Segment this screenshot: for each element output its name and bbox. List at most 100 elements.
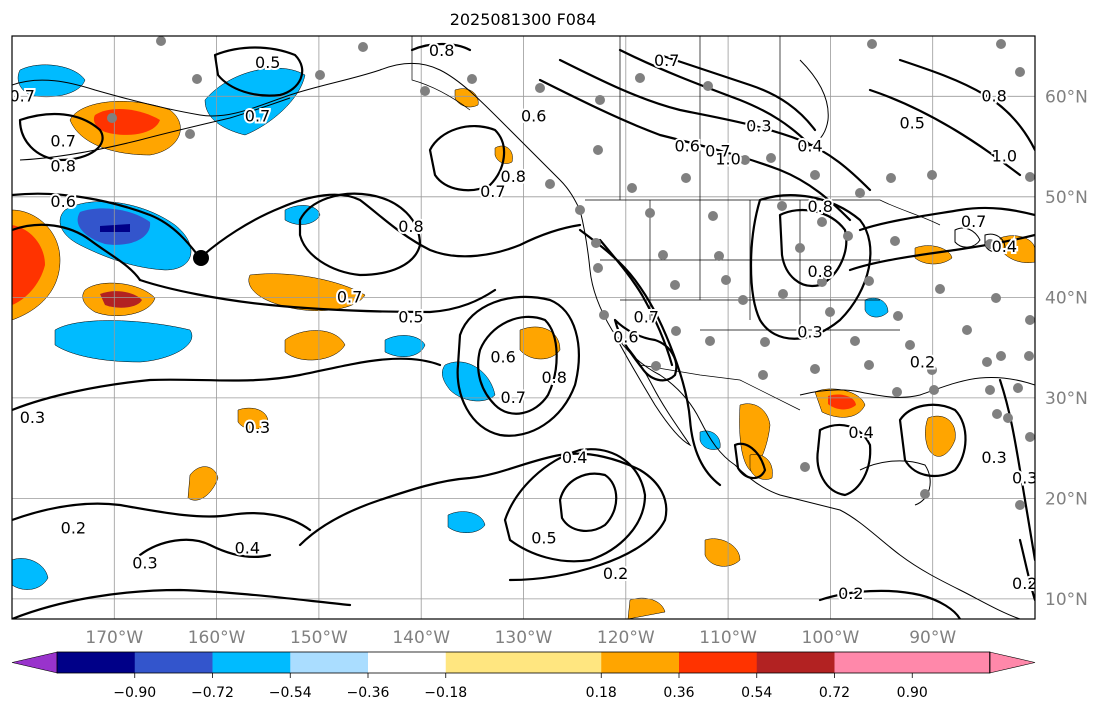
colorbar-tick-label: −0.72 — [191, 685, 234, 701]
contour-line — [12, 223, 142, 282]
neg-anomaly-patch — [12, 558, 49, 590]
contour-line — [1018, 538, 1035, 602]
latitude-tick-label: 60°N — [1045, 87, 1088, 107]
colorbar-tick-label: 0.90 — [897, 685, 928, 701]
contour-line — [868, 88, 1022, 177]
latitude-tick-label: 40°N — [1045, 288, 1088, 308]
contour-line — [138, 278, 497, 314]
longitude-tick-label: 170°W — [85, 628, 143, 648]
political-borders — [411, 36, 941, 411]
longitude-tick-label: 120°W — [597, 628, 655, 648]
pos-anomaly-patch — [999, 235, 1035, 263]
alaska-coastline — [12, 62, 581, 211]
contour-line — [848, 233, 1035, 272]
contour-value-label: 0.7 — [654, 51, 679, 70]
contour-value-label: 1.0 — [715, 150, 740, 169]
contour-value-label: 0.5 — [900, 113, 925, 132]
contour-line — [618, 48, 812, 147]
longitude-labels: 170°W 160°W 150°W 140°W 130°W 120°W 110°W 100°W… — [85, 628, 956, 648]
colorbar-segment — [834, 652, 913, 673]
contour-value-label: 0.6 — [490, 348, 515, 367]
contour-line — [558, 58, 872, 192]
colorbar-tick-label: 0.18 — [586, 685, 617, 701]
colorbar-tick-label: 0.36 — [663, 685, 694, 701]
pos-anomaly-patch — [187, 466, 219, 501]
contour-value-label: 0.7 — [705, 142, 730, 161]
colorbar-tick-label: −0.90 — [113, 685, 156, 701]
contour-line — [658, 53, 817, 132]
us-canada-border — [585, 199, 941, 226]
colorbar-segment — [912, 652, 991, 673]
contour-value-label: 0.6 — [50, 192, 75, 211]
contour-line — [213, 46, 304, 97]
colorbar-tick-label: −0.36 — [347, 685, 390, 701]
contour-value-label: 0.8 — [541, 368, 566, 387]
neg-anomaly-patch — [54, 320, 193, 363]
contour-value-label: 0.8 — [501, 167, 526, 186]
contour-line — [12, 192, 582, 260]
contour-value-label: 0.4 — [562, 448, 587, 467]
contour-value-label: 0.7 — [634, 307, 659, 326]
colorbar-segment — [134, 652, 213, 673]
pos-anomaly-patch — [237, 407, 269, 430]
colorbar-extend-high — [989, 651, 1036, 674]
longitude-tick-label: 100°W — [802, 628, 860, 648]
longitude-tick-label: 160°W — [188, 628, 246, 648]
pos-anomaly-patch — [914, 245, 953, 265]
contour-line — [12, 357, 442, 412]
neg-anomaly-patch — [442, 361, 496, 402]
contour-value-label: 0.8 — [807, 262, 832, 281]
contour-value-label: 0.6 — [521, 106, 546, 125]
contour-value-label: 0.5 — [398, 307, 423, 326]
colorbar: −0.90 −0.72 −0.54 −0.36 −0.18 0.18 0.36 0.54 0.7… — [11, 651, 1036, 701]
longitude-tick-label: 150°W — [290, 628, 348, 648]
contour-value-label: 0.7 — [245, 106, 270, 125]
aleutian-chain — [19, 97, 291, 161]
colorbar-segment — [368, 652, 447, 673]
neg-anomaly-patch — [384, 335, 426, 357]
alaska-canada-border — [411, 36, 471, 111]
colorbar-segment — [601, 652, 680, 673]
contour-value-label: 0.6 — [613, 328, 638, 347]
map-frame — [11, 35, 1036, 620]
contour-value-label: 0.4 — [797, 137, 822, 156]
contour-value-label: 0.3 — [20, 408, 45, 427]
contour-value-label: 1.0 — [992, 147, 1017, 166]
latitude-labels: 60°N 50°N 40°N 30°N 20°N 10°N — [1045, 87, 1088, 610]
colorbar-segment — [290, 652, 369, 673]
contour-line — [428, 125, 506, 192]
contour-line — [12, 588, 352, 619]
black-marker-point — [193, 250, 209, 266]
contour-line — [18, 112, 104, 162]
contour-line — [503, 448, 647, 563]
contour-line — [12, 502, 312, 532]
longitude-tick-label: 130°W — [495, 628, 553, 648]
coastlines — [12, 59, 1035, 619]
latitude-tick-label: 50°N — [1045, 188, 1088, 208]
contour-line — [538, 78, 852, 222]
contour-value-label: 0.3 — [746, 116, 771, 135]
contour-value-label: 0.8 — [50, 157, 75, 176]
contour-value-label: 0.3 — [981, 448, 1006, 467]
contour-line — [816, 423, 872, 497]
contour-value-label: 0.2 — [910, 353, 935, 372]
contour-value-label: 0.3 — [245, 418, 270, 437]
latitude-tick-label: 10°N — [1045, 590, 1088, 610]
contour-line — [298, 452, 668, 582]
pos-anomaly-patch — [704, 538, 741, 567]
contour-line — [410, 42, 472, 52]
contour-value-label: 0.2 — [1012, 574, 1037, 593]
contour-value-label: 0.2 — [603, 564, 628, 583]
colorbar-segment — [212, 652, 291, 673]
contour-value-label: 0.7 — [10, 86, 35, 105]
contour-value-label: 0.5 — [255, 53, 280, 72]
latitude-tick-label: 20°N — [1045, 489, 1088, 509]
colorbar-segment — [679, 652, 758, 673]
contour-value-label: 0.3 — [132, 554, 157, 573]
contour-value-label: 0.3 — [797, 323, 822, 342]
map-panel: 0.80.50.70.70.70.80.60.80.70.70.6 0.71.00… — [10, 36, 1037, 619]
contour-value-label: 0.8 — [981, 86, 1006, 105]
contour-value-label: 0.7 — [480, 182, 505, 201]
colorbar-tick-label: −0.18 — [424, 685, 467, 701]
